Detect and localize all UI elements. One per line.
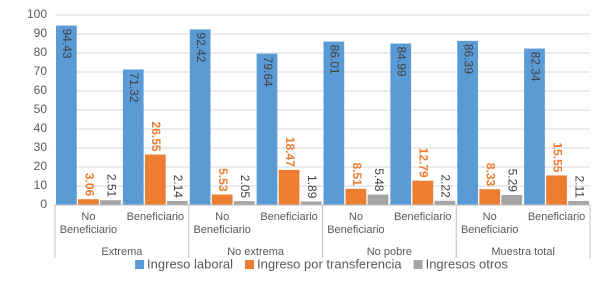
y-tick-label: 50 — [34, 102, 48, 116]
bar — [434, 200, 456, 205]
bar — [233, 201, 255, 205]
data-label: 2.11 — [572, 176, 586, 199]
bar — [323, 41, 345, 206]
legend-swatch — [135, 260, 145, 269]
bar — [390, 43, 412, 206]
x-tick-label: No Beneficiario — [327, 211, 385, 236]
bar — [412, 180, 434, 205]
x-tick-label: Beneficiario — [126, 211, 185, 223]
y-tick-label: 60 — [34, 83, 48, 97]
group-label: Muestra total — [491, 246, 555, 258]
data-label: 92.42 — [194, 32, 208, 62]
data-label: 2.22 — [439, 174, 453, 198]
bar — [300, 201, 322, 205]
bar — [367, 194, 389, 205]
bar — [345, 188, 367, 205]
legend-label: Ingresos otros — [426, 256, 509, 271]
data-label: 8.51 — [350, 162, 364, 186]
data-label: 2.51 — [104, 174, 118, 198]
bar — [167, 200, 188, 205]
legend-swatch — [245, 260, 255, 269]
bar — [100, 200, 121, 205]
data-label: 5.53 — [216, 168, 230, 192]
y-tick-label: 90 — [34, 26, 48, 40]
data-label: 86.39 — [461, 44, 475, 74]
group-label: No extrema — [227, 246, 285, 258]
bar — [189, 29, 211, 205]
y-tick-label: 100 — [27, 7, 47, 21]
data-label: 5.29 — [506, 169, 520, 193]
bar — [56, 25, 77, 205]
data-label: 12.79 — [417, 148, 431, 178]
data-label: 82.34 — [528, 52, 542, 82]
data-label: 2.14 — [171, 175, 185, 199]
bar — [78, 199, 99, 205]
data-label: 5.48 — [372, 168, 386, 192]
bar — [144, 154, 166, 205]
y-tick-label: 20 — [34, 159, 48, 173]
x-tick-label: No Beneficiario — [193, 211, 251, 236]
legend-label: Ingreso laboral — [147, 256, 233, 271]
data-label: 8.33 — [484, 163, 498, 187]
y-tick-label: 0 — [40, 197, 47, 211]
group-label: Extrema — [101, 246, 143, 258]
x-tick-label: Beneficiario — [260, 211, 318, 223]
bar — [211, 194, 233, 205]
bar — [256, 53, 278, 206]
data-label: 79.64 — [261, 57, 275, 87]
data-label: 18.47 — [283, 137, 297, 167]
bar — [524, 48, 545, 205]
data-label: 2.05 — [238, 175, 252, 199]
data-label: 1.89 — [305, 175, 319, 199]
y-tick-label: 80 — [34, 45, 48, 59]
y-tick-label: 40 — [34, 121, 48, 135]
bar — [122, 69, 144, 205]
legend-label: Ingreso por transferencia — [257, 256, 402, 271]
bar — [568, 200, 589, 205]
y-tick-label: 70 — [34, 64, 48, 78]
data-label: 71.32 — [127, 72, 141, 102]
bar — [457, 40, 478, 205]
bar — [546, 175, 567, 205]
data-label: 94.43 — [60, 29, 74, 59]
data-label: 84.99 — [395, 47, 409, 77]
bar — [278, 169, 300, 205]
legend-swatch — [413, 260, 423, 269]
group-label: No pobre — [366, 246, 412, 258]
y-tick-label: 10 — [34, 178, 48, 192]
data-label: 15.55 — [550, 142, 564, 172]
x-tick-label: No Beneficiario — [59, 211, 118, 236]
data-label: 86.01 — [328, 45, 342, 75]
data-label: 3.06 — [82, 173, 96, 197]
bar — [501, 194, 523, 205]
y-tick-label: 30 — [34, 140, 48, 154]
x-tick-label: Beneficiario — [394, 211, 452, 223]
x-tick-label: Beneficiario — [527, 211, 586, 223]
data-label: 26.55 — [149, 122, 163, 152]
bar — [479, 189, 501, 205]
x-tick-label: No Beneficiario — [460, 211, 519, 236]
